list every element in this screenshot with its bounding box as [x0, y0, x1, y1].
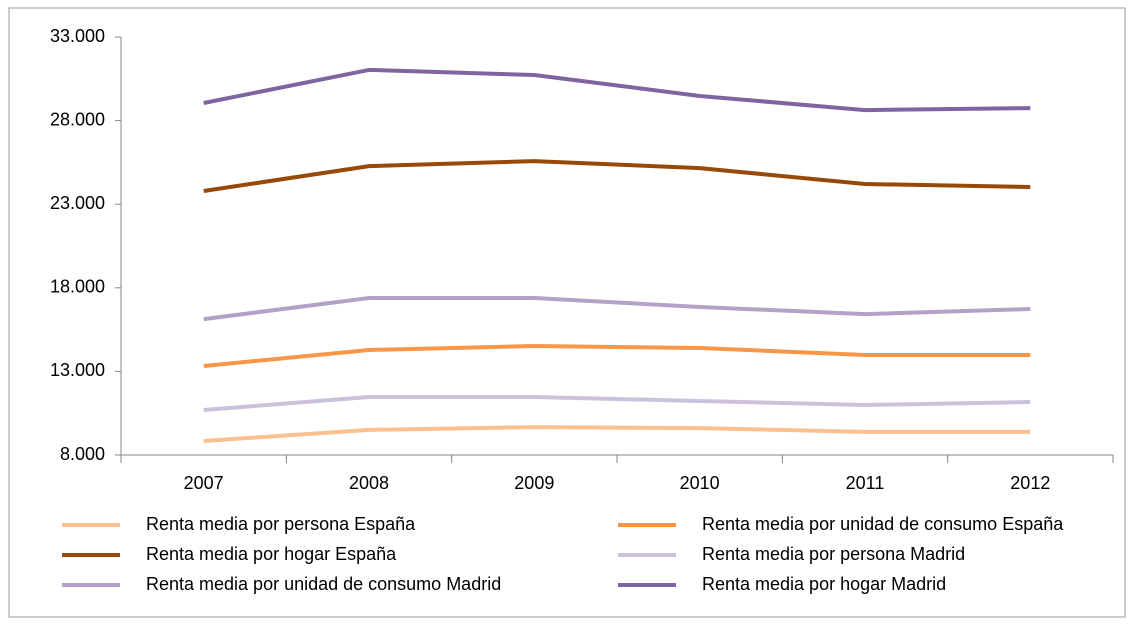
- y-tick-label: 8.000: [60, 444, 105, 464]
- legend-label: Renta media por unidad de consumo España: [702, 514, 1064, 534]
- legend-label: Renta media por persona España: [146, 514, 416, 534]
- x-tick-label: 2011: [846, 473, 885, 493]
- series-line: [203, 425, 1031, 443]
- legend-label: Renta media por persona Madrid: [702, 544, 965, 564]
- y-tick-label: 23.000: [50, 193, 105, 213]
- x-tick-label: 2007: [184, 473, 224, 493]
- series-line: [203, 159, 1031, 193]
- x-tick-label: 2012: [1010, 473, 1050, 493]
- series-line: [203, 296, 1031, 322]
- legend-label: Renta media por hogar Madrid: [702, 574, 946, 594]
- y-tick-label: 33.000: [50, 26, 105, 46]
- y-tick-label: 18.000: [50, 277, 105, 297]
- series-line: [203, 344, 1031, 368]
- legend-label: Renta media por hogar España: [146, 544, 397, 564]
- y-tick-label: 28.000: [50, 109, 105, 129]
- x-tick-label: 2010: [680, 473, 720, 493]
- legend-label: Renta media por unidad de consumo Madrid: [146, 574, 501, 594]
- x-tick-label: 2008: [349, 473, 389, 493]
- series-line: [203, 67, 1031, 113]
- series-line: [203, 395, 1031, 412]
- x-tick-label: 2009: [514, 473, 554, 493]
- y-tick-label: 13.000: [50, 360, 105, 380]
